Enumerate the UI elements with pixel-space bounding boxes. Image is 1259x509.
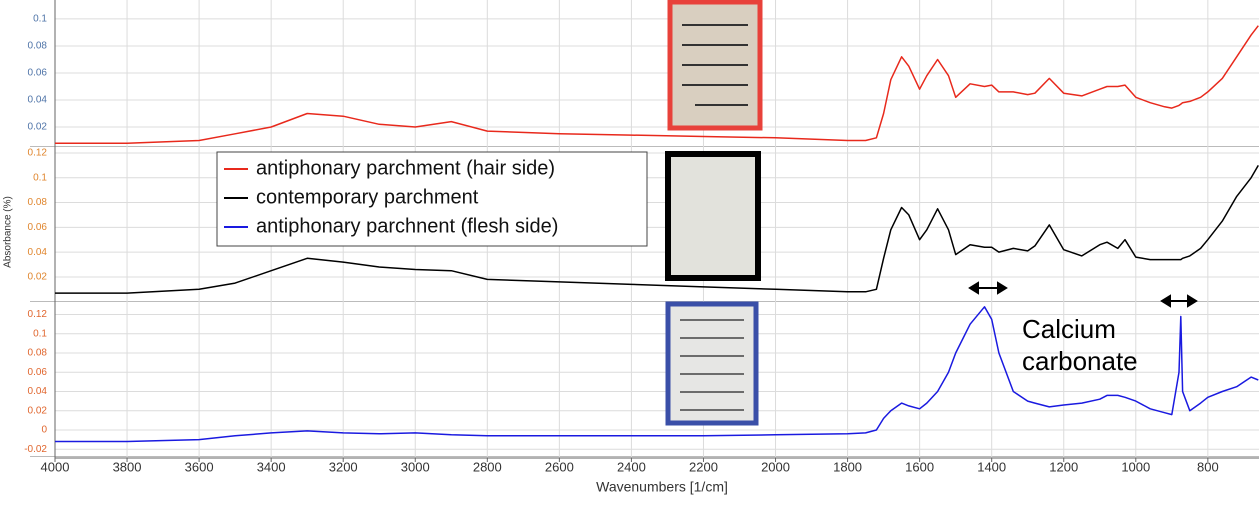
y-tick-label: 0.02 xyxy=(28,122,48,133)
legend-label: antiphonary parchment (hair side) xyxy=(256,157,555,179)
y-tick-label: 0.06 xyxy=(28,68,48,79)
x-tick-label: 2200 xyxy=(689,459,718,474)
annotation: Calcium carbonate xyxy=(1022,314,1138,376)
y-tick-label: 0.1 xyxy=(33,172,47,183)
x-tick-label: 2600 xyxy=(545,459,574,474)
legend-label: antiphonary parchnent (flesh side) xyxy=(256,215,558,237)
x-tick-label: 4000 xyxy=(41,459,70,474)
x-tick-label: 800 xyxy=(1197,459,1219,474)
x-tick-label: 1400 xyxy=(977,459,1006,474)
x-tick-label: 3400 xyxy=(257,459,286,474)
x-tick-label: 3000 xyxy=(401,459,430,474)
y-tick-label: 0.02 xyxy=(28,272,48,283)
legend-label: contemporary parchment xyxy=(256,186,479,208)
x-tick-label: 2800 xyxy=(473,459,502,474)
image-frame xyxy=(665,301,759,426)
y-tick-label: 0.06 xyxy=(28,222,48,233)
y-tick-label: 0.04 xyxy=(28,95,48,106)
legend-box xyxy=(216,151,648,247)
y-tick-label: 0.04 xyxy=(28,386,48,397)
y-tick-label: 0.12 xyxy=(28,148,48,159)
arrows xyxy=(968,281,1198,308)
x-tick-label: 1600 xyxy=(905,459,934,474)
x-axis-label: Wavenumbers [1/cm] xyxy=(596,479,728,495)
x-tick-label: 2000 xyxy=(761,459,790,474)
x-tick-label: 3800 xyxy=(113,459,142,474)
y-tick-label: 0.06 xyxy=(28,367,48,378)
y-tick-label: 0.08 xyxy=(28,348,48,359)
x-tick-label: 3600 xyxy=(185,459,214,474)
y-tick-label: 0 xyxy=(41,425,47,436)
y-tick-label: 0.08 xyxy=(28,197,48,208)
images xyxy=(665,0,763,426)
data-line xyxy=(55,165,1259,294)
data-line xyxy=(55,306,1259,443)
x-tick-label: 1800 xyxy=(833,459,862,474)
x-tick-label: 1000 xyxy=(1121,459,1150,474)
y-tick-label: -0.02 xyxy=(24,444,47,455)
lines xyxy=(55,25,1259,443)
x-tick-label: 2400 xyxy=(617,459,646,474)
x-tick-label: 1200 xyxy=(1049,459,1078,474)
image-frame xyxy=(665,151,761,281)
y-axis-label: Absorbance (%) xyxy=(3,196,14,268)
legend: antiphonary parchment (hair side) contemp… xyxy=(216,151,648,247)
data-line xyxy=(55,25,1259,144)
image-decoration xyxy=(682,24,748,106)
y-tick-label: 0.04 xyxy=(28,247,48,258)
x-tick-label: 3200 xyxy=(329,459,358,474)
y-tick-label: 0.1 xyxy=(33,14,47,25)
y-tick-label: 0.02 xyxy=(28,405,48,416)
y-tick-label: 0.12 xyxy=(28,309,48,320)
image-decoration xyxy=(680,319,744,411)
y-tick-label: 0.1 xyxy=(33,328,47,339)
y-tick-label: 0.08 xyxy=(28,41,48,52)
